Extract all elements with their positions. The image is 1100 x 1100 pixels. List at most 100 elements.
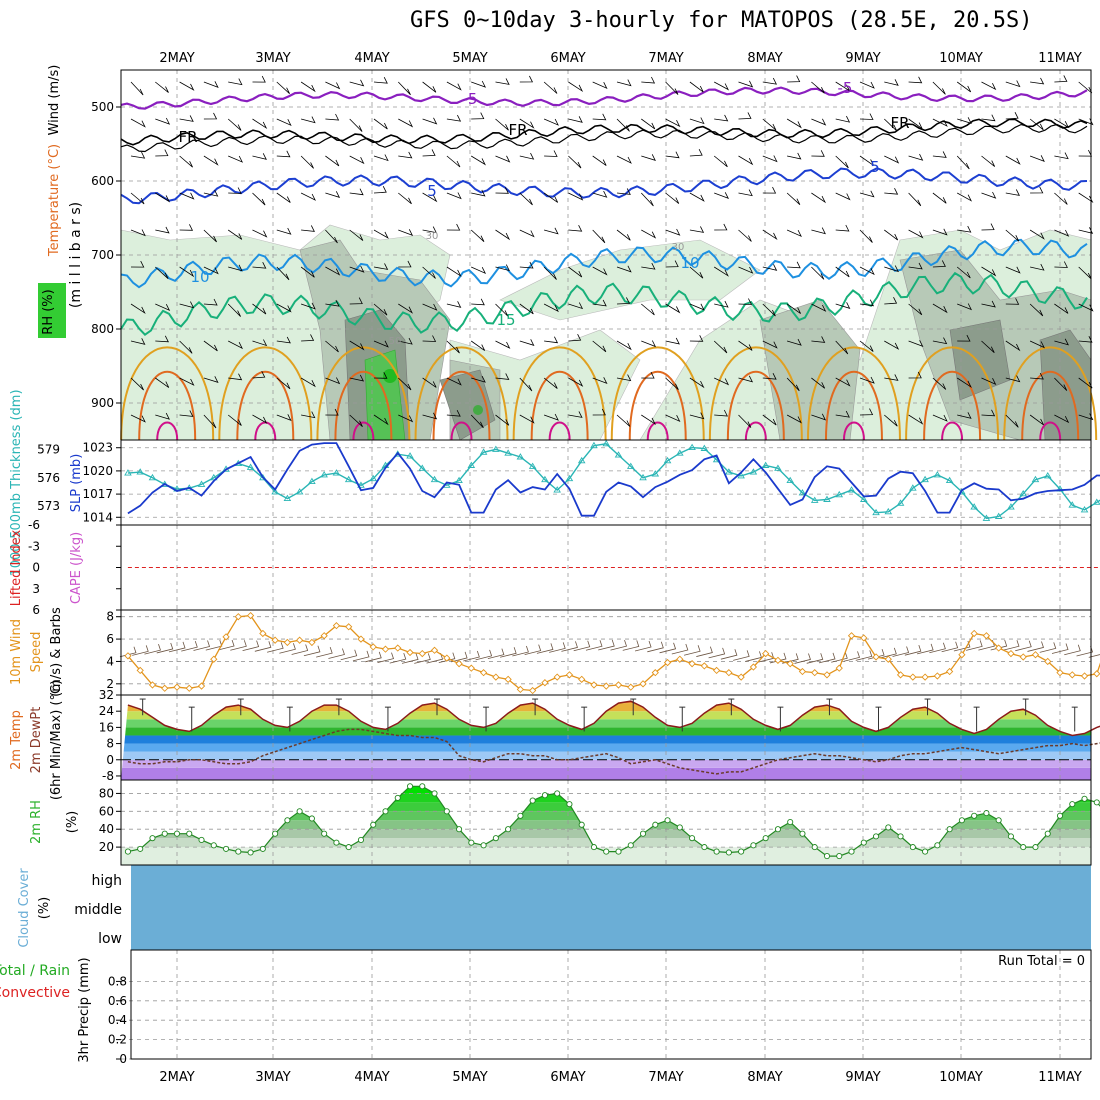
wind-barb-9-33	[932, 414, 948, 422]
wind-barb-6-32	[908, 303, 923, 316]
wind-speed-point-1	[136, 666, 144, 675]
wind-barb-4-3	[203, 229, 217, 243]
wind-speed-point-21	[381, 645, 390, 653]
rh-band-6	[121, 793, 1091, 803]
rh-point-70	[983, 810, 990, 817]
wind-barb-1-26	[762, 118, 777, 131]
barb10m-8	[217, 639, 235, 651]
wind-barb-3-21	[641, 192, 654, 207]
wind-barb-6-20	[616, 297, 631, 305]
rh-point-54	[787, 819, 794, 826]
barb10m-64	[904, 645, 922, 656]
panel-frames	[116, 69, 1092, 1060]
thickness-point-74	[1031, 475, 1040, 483]
barb10m-14	[291, 644, 309, 655]
wind-speed-point-9	[234, 613, 242, 621]
ylabel-precip: 3hr Precip (mm)	[77, 957, 92, 1062]
wind-barb-5-12	[422, 266, 436, 279]
rh-point-35	[554, 790, 561, 797]
thickness-point-50	[737, 472, 745, 479]
wind-barb-9-24	[714, 409, 728, 417]
wind-speed-point-36	[565, 671, 574, 679]
ylabel-rh2m-units: (%)	[65, 811, 80, 834]
rh-ytick-20: 20	[99, 840, 114, 854]
wind-barb-9-32	[908, 414, 924, 425]
thickness-point-23	[406, 452, 414, 459]
wind-barb-2-6	[276, 150, 291, 158]
barb10m-44	[659, 642, 677, 654]
date-bottom-9may: 9MAY	[845, 1070, 880, 1085]
wind-barb-5-37	[1030, 263, 1045, 271]
wind-barb-1-7	[300, 116, 316, 124]
thickness-point-46	[688, 443, 696, 451]
date-top-4may: 4MAY	[354, 51, 389, 66]
temp-band-2	[121, 751, 1091, 760]
wind-barb-8-33	[932, 377, 947, 390]
wind-barb-7-35	[981, 340, 995, 353]
thickness-point-38	[590, 441, 598, 449]
wind-speed-point-52	[762, 649, 770, 658]
rh-ytick-40: 40	[99, 822, 114, 836]
thickness-point-59	[847, 486, 856, 493]
thickness-point-72	[1007, 503, 1015, 510]
wind-barb-0-32	[908, 76, 923, 84]
cloud-level-middle: middle	[74, 902, 122, 918]
wind-barb-0-36	[1005, 80, 1021, 88]
wind-barb-5-30	[859, 266, 875, 276]
thickness-point-75	[1043, 472, 1052, 479]
wind-barb-9-15	[495, 414, 510, 426]
contour-5	[120, 167, 1088, 205]
wind-barb-4-30	[859, 229, 873, 243]
contour-label-2: FR	[178, 128, 197, 146]
wind-barb-6-5	[252, 303, 267, 315]
wind-speed-point-7	[210, 655, 218, 663]
rh-point-60	[860, 839, 867, 846]
thickness-point-69	[970, 503, 978, 510]
ylabel-rh2m: 2m RH	[29, 800, 44, 844]
wind-barb-8-34	[956, 377, 972, 389]
rh-point-8	[223, 845, 230, 852]
wind-speed-point-32	[516, 685, 525, 694]
wind-barb-7-24	[713, 340, 728, 354]
wind-barb-5-22	[665, 260, 679, 268]
wind-barb-4-7	[301, 225, 315, 232]
rh-point-71	[995, 817, 1002, 824]
air-ytick-500: 500	[91, 100, 114, 114]
wind-speed-point-55	[798, 667, 807, 676]
wind-barb-1-14	[471, 112, 485, 120]
wind-barb-5-19	[592, 266, 608, 276]
wind-barb-5-27	[787, 261, 801, 269]
wind-barb-4-22	[665, 228, 681, 236]
wind-speed-point-29	[479, 668, 488, 677]
cloud-fill	[131, 865, 1091, 950]
wind-speed-point-13	[283, 638, 292, 647]
wind-speed-point-48	[712, 666, 721, 675]
wind-barb-3-38	[1054, 192, 1068, 205]
warm-contour-day9-0	[806, 346, 901, 441]
wind-barb-6-38	[1054, 303, 1069, 314]
ylabel-precip-conv: Convective	[0, 985, 70, 1001]
wind-barb-5-21	[641, 262, 656, 270]
wind-barb-0-34	[956, 81, 972, 93]
wind-speed-point-37	[578, 675, 586, 683]
rh-point-72	[1007, 833, 1014, 840]
cloud-level-low: low	[98, 931, 122, 947]
wind-barb-0-15	[495, 78, 510, 85]
wind-barb-1-6	[276, 118, 292, 127]
wind-barb-1-33	[932, 118, 948, 127]
thickness-point-56	[810, 496, 819, 503]
wind-barb-3-1	[155, 192, 171, 203]
wind-speed-point-62	[884, 655, 892, 663]
warm-contour-day11-1	[1021, 370, 1080, 441]
wind-barb-7-21	[641, 340, 657, 348]
rh-point-63	[897, 833, 904, 840]
barb10m-72	[1002, 640, 1020, 651]
rh-point-76	[1056, 812, 1064, 819]
wind-speed-point-31	[504, 675, 512, 683]
ylabel-wind: Wind (m/s)	[47, 65, 62, 136]
wind-barb-5-15	[495, 264, 511, 272]
ylabel-thickness: 1000-500mb Thickness (dm)	[9, 389, 24, 576]
wind-barb-4-39	[1078, 227, 1094, 234]
wind-speed-point-59	[847, 632, 856, 640]
